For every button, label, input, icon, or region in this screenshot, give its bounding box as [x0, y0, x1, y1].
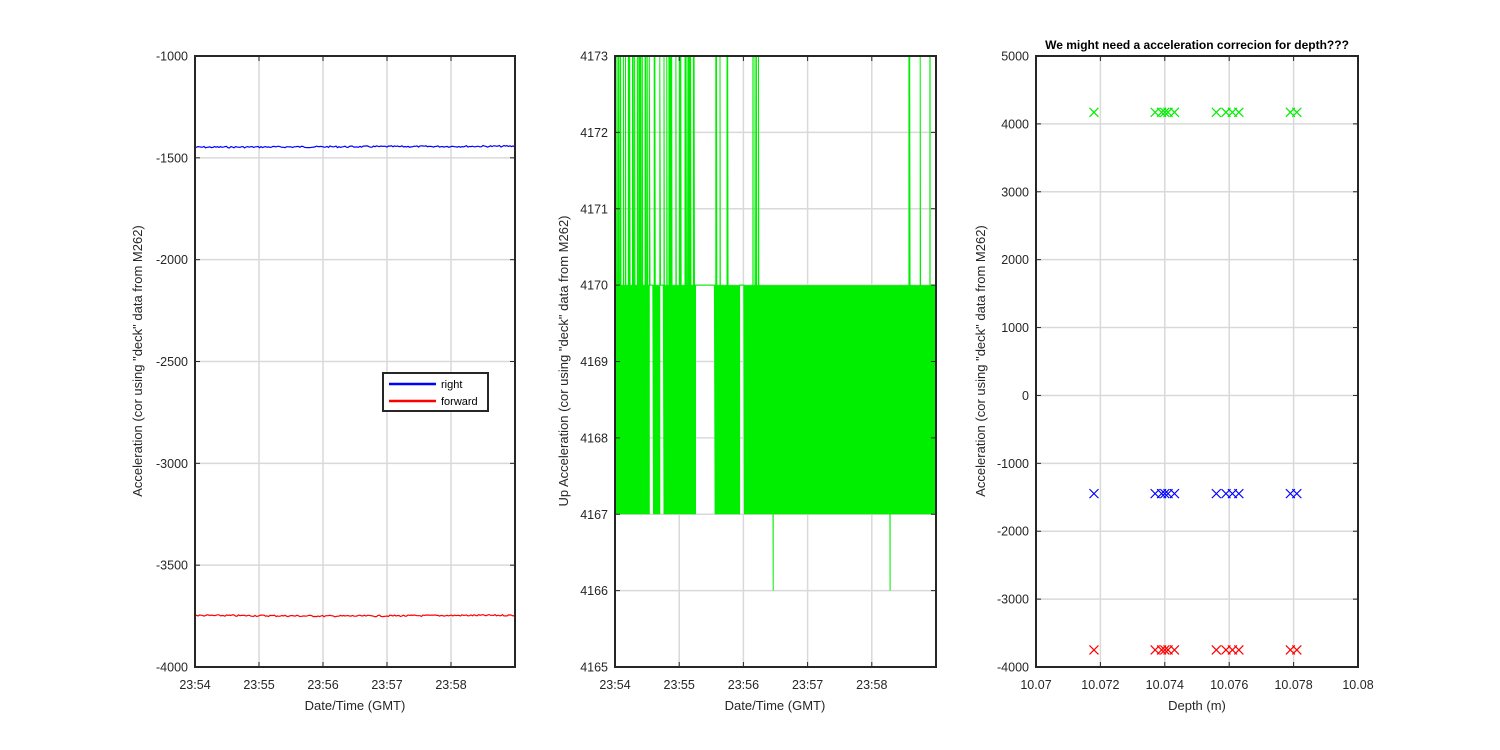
scatter-marker — [1233, 488, 1244, 499]
chart-middle: 4165 4166 4167 4168 4169 4170 4171 4172 4173 23:5… — [556, 50, 937, 713]
y-tick-label: -2000 — [997, 525, 1029, 539]
x-tick-label: 10.07 — [1020, 678, 1051, 692]
y-tick-label: 4000 — [1001, 117, 1029, 131]
x-tick-label: 23:54 — [179, 678, 210, 692]
plot-signal — [614, 55, 937, 591]
tick-labels: -4000 -3000 -2000 -1000 0 1000 2000 3000 4000 500… — [997, 50, 1374, 693]
series-line-right — [194, 144, 515, 149]
x-tick-label: 10.074 — [1146, 678, 1184, 692]
scatter-marker — [1211, 644, 1222, 655]
legend-label-forward: forward — [441, 396, 478, 408]
scatter-marker — [1291, 107, 1302, 118]
y-tick-label: -4000 — [997, 661, 1029, 675]
legend-label-right: right — [441, 379, 462, 391]
x-tick-label: 10.076 — [1210, 678, 1248, 692]
y-tick-label: 4169 — [580, 355, 608, 369]
scatter-marker — [1169, 488, 1180, 499]
y-tick-label: 4170 — [580, 279, 608, 293]
y-tick-label: 5000 — [1001, 50, 1029, 64]
x-axis-label: Date/Time (GMT) — [725, 698, 826, 713]
grid — [195, 56, 515, 667]
x-tick-label: 10.08 — [1342, 678, 1373, 692]
scatter-marker — [1211, 107, 1222, 118]
y-tick-label: 3000 — [1001, 185, 1029, 199]
scatter-marker — [1089, 107, 1099, 118]
y-tick-label: -4000 — [156, 661, 188, 675]
y-tick-label: 1000 — [1001, 321, 1029, 335]
scatter-marker — [1233, 107, 1244, 118]
y-tick-label: -2500 — [156, 355, 188, 369]
y-tick-label: -1500 — [156, 151, 188, 165]
y-tick-label: -1000 — [156, 50, 188, 64]
scatter-marker — [1291, 488, 1302, 499]
y-tick-label: 4168 — [580, 431, 608, 445]
y-tick-label: 2000 — [1001, 253, 1029, 267]
y-tick-label: -2000 — [156, 253, 188, 267]
scatter-marker — [1211, 488, 1222, 499]
x-tick-label: 10.078 — [1274, 678, 1312, 692]
x-tick-label: 23:57 — [792, 678, 823, 692]
x-tick-label: 23:57 — [371, 678, 402, 692]
x-tick-label: 23:54 — [599, 678, 630, 692]
legend-box — [382, 372, 489, 412]
x-axis-label: Date/Time (GMT) — [305, 698, 406, 713]
y-axis-label: Acceleration (cor using "deck" data from… — [973, 225, 988, 497]
y-tick-label: 4171 — [580, 202, 608, 216]
scatter-marker — [1169, 644, 1180, 655]
x-tick-label: 23:55 — [243, 678, 274, 692]
scatter-marker — [1089, 488, 1099, 499]
y-tick-label: 0 — [1022, 389, 1029, 403]
x-tick-label: 23:58 — [856, 678, 887, 692]
y-axis-label: Acceleration (cor using "deck" data from… — [130, 225, 145, 497]
x-tick-label: 23:55 — [664, 678, 695, 692]
chart-title: We might need a acceleration correcion f… — [1045, 38, 1349, 52]
chart-right: -4000 -3000 -2000 -1000 0 1000 2000 3000 4000 500… — [973, 38, 1374, 713]
x-axis-label: Depth (m) — [1168, 698, 1226, 713]
tick-labels: -4000 -3500 -3000 -2500 -2000 -1500 -1000 23:54… — [156, 50, 515, 692]
scatter-marker — [1089, 644, 1099, 655]
legend[interactable]: right forward — [382, 372, 489, 412]
y-tick-label: -3000 — [997, 593, 1029, 607]
scatter-marker — [1159, 644, 1170, 655]
scatter-markers — [1089, 107, 1302, 655]
grid — [1036, 56, 1358, 667]
x-tick-label: 23:56 — [728, 678, 759, 692]
y-tick-label: -1000 — [997, 457, 1029, 471]
scatter-marker — [1169, 107, 1180, 118]
scatter-marker — [1291, 644, 1302, 655]
y-tick-label: 4165 — [580, 661, 608, 675]
series-line-forward — [194, 613, 515, 618]
y-tick-label: -3500 — [156, 559, 188, 573]
y-tick-label: 4166 — [580, 584, 608, 598]
plot-lines — [194, 144, 515, 618]
scatter-marker — [1159, 488, 1170, 499]
scatter-marker — [1233, 644, 1244, 655]
x-tick-label: 23:56 — [307, 678, 338, 692]
tick-labels: 4165 4166 4167 4168 4169 4170 4171 4172 4173 23:5… — [580, 50, 936, 692]
x-tick-label: 10.072 — [1081, 678, 1119, 692]
x-tick-label: 23:58 — [435, 678, 466, 692]
y-tick-label: 4167 — [580, 508, 608, 522]
y-tick-label: -3000 — [156, 457, 188, 471]
axes-box — [1035, 55, 1359, 668]
chart-left: -4000 -3500 -3000 -2500 -2000 -1500 -1000 23:54… — [130, 50, 516, 713]
signal-trace — [614, 55, 937, 591]
y-tick-label: 4173 — [580, 50, 608, 64]
scatter-marker — [1159, 107, 1170, 118]
y-tick-label: 4172 — [580, 126, 608, 140]
y-axis-label: Up Acceleration (cor using "deck" data f… — [556, 215, 571, 506]
